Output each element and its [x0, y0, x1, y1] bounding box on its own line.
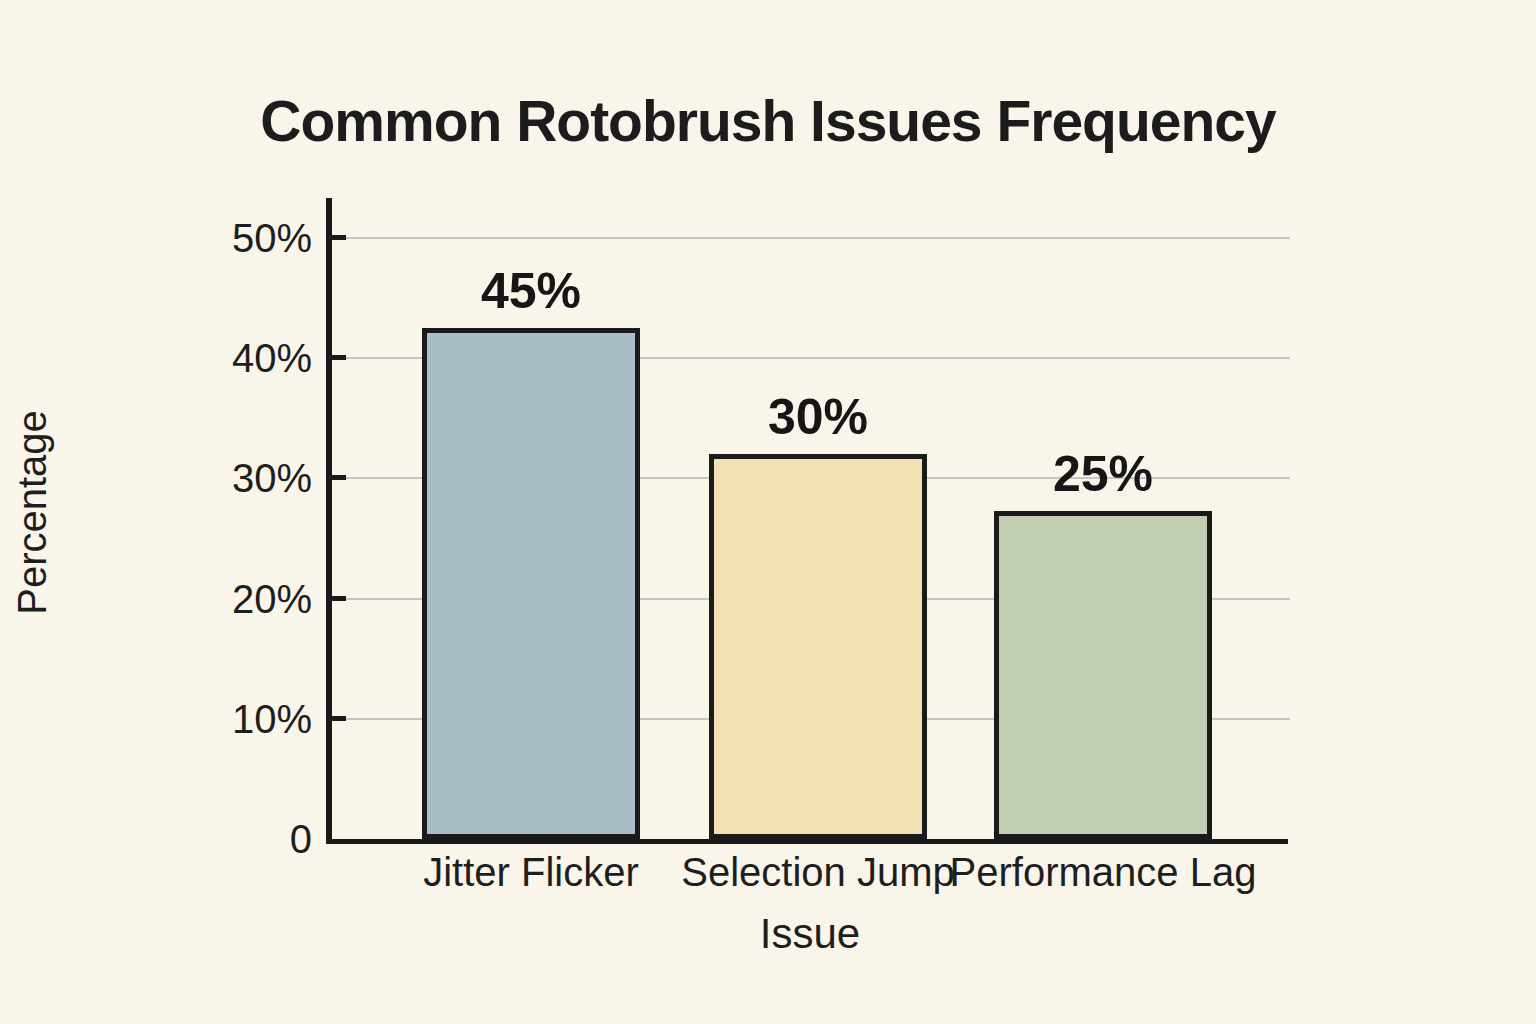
y-tick-mark-40	[332, 355, 346, 360]
chart-title: Common Rotobrush Issues Frequency	[0, 88, 1536, 154]
y-tick-label-20: 20%	[90, 575, 312, 623]
bar-jitter-flicker	[422, 328, 640, 839]
y-tick-label-40: 40%	[90, 334, 312, 382]
y-axis-title: Percentage	[10, 313, 55, 713]
bar-selection-jump	[709, 454, 927, 839]
chart-canvas: Common Rotobrush Issues Frequency Percen…	[0, 0, 1536, 1024]
gridline-50	[332, 237, 1290, 239]
bar-value-label-performance-lag: 25%	[983, 447, 1223, 501]
x-tick-label-performance-lag: Performance Lag	[893, 850, 1313, 895]
y-tick-label-0: 0	[90, 815, 312, 863]
y-tick-label-50: 50%	[90, 214, 312, 262]
bar-value-label-jitter-flicker: 45%	[411, 264, 651, 318]
plot-area: 45% 30% 25%	[326, 198, 1288, 844]
y-tick-label-30: 30%	[90, 454, 312, 502]
y-tick-mark-10	[332, 716, 346, 721]
x-axis-title: Issue	[610, 910, 1010, 958]
y-tick-mark-30	[332, 475, 346, 480]
y-tick-mark-20	[332, 596, 346, 601]
y-tick-label-10: 10%	[90, 695, 312, 743]
y-tick-mark-50	[332, 235, 346, 240]
bar-value-label-selection-jump: 30%	[698, 390, 938, 444]
bar-performance-lag	[994, 511, 1212, 839]
